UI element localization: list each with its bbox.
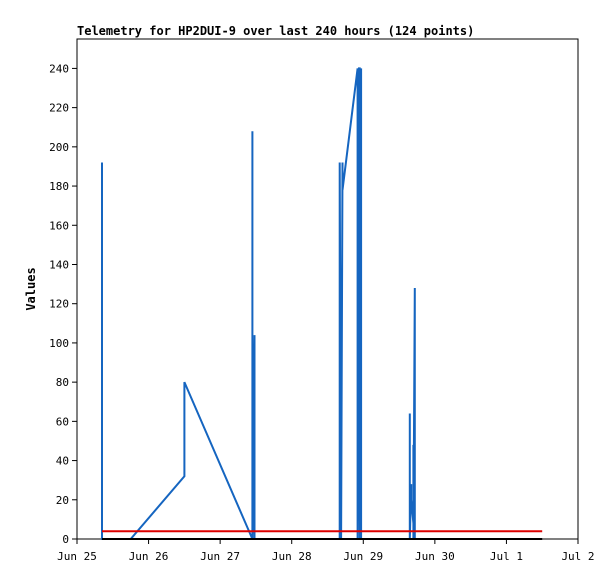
y-tick-label: 0 xyxy=(62,533,69,546)
x-tick-label: Jun 28 xyxy=(272,550,312,563)
x-tick-label: Jun 25 xyxy=(57,550,97,563)
x-tick-label: Jul 1 xyxy=(490,550,523,563)
series-line-0 xyxy=(101,67,416,540)
chart-title: Telemetry for HP2DUI-9 over last 240 hou… xyxy=(77,24,474,38)
series-layer xyxy=(101,67,543,540)
y-axis-label: Values xyxy=(24,267,38,310)
y-tick-label: 80 xyxy=(56,376,69,389)
y-axis: 0 20 40 60 80 100 120 140 160 180 200 220 240 xyxy=(49,62,77,546)
x-axis: Jun 25 Jun 26 Jun 27 Jun 28 Jun 29 Jun 30 Jul … xyxy=(57,539,595,563)
y-tick-label: 180 xyxy=(49,180,69,193)
y-tick-label: 220 xyxy=(49,102,69,115)
y-tick-label: 240 xyxy=(49,62,69,75)
y-tick-label: 140 xyxy=(49,258,69,271)
y-tick-label: 40 xyxy=(56,455,69,468)
x-tick-label: Jun 29 xyxy=(343,550,383,563)
x-tick-label: Jun 27 xyxy=(200,550,240,563)
y-tick-label: 200 xyxy=(49,141,69,154)
y-tick-label: 100 xyxy=(49,337,69,350)
plot-area-frame xyxy=(76,38,579,540)
y-tick-label: 60 xyxy=(56,415,69,428)
x-tick-label: Jul 2 xyxy=(561,550,594,563)
x-tick-label: Jun 26 xyxy=(129,550,169,563)
x-tick-label: Jun 30 xyxy=(415,550,455,563)
y-tick-label: 120 xyxy=(49,298,69,311)
y-tick-label: 160 xyxy=(49,219,69,232)
y-tick-label: 20 xyxy=(56,494,69,507)
